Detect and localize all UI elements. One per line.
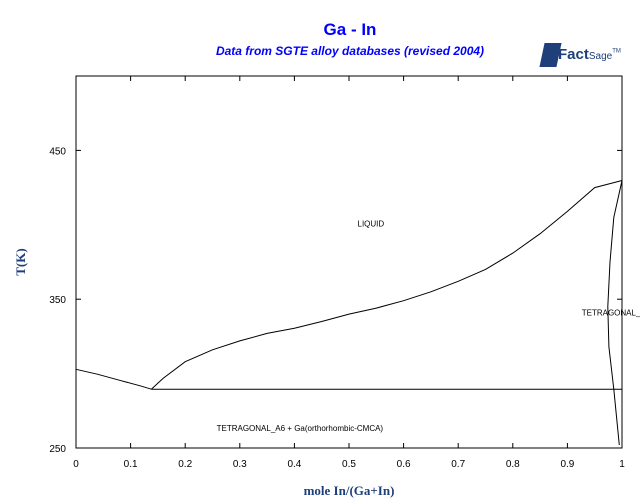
x-axis-title: mole In/(Ga+In) (304, 483, 395, 498)
phase-boundary-line-4 (607, 180, 623, 446)
y-tick-label: 350 (49, 295, 66, 306)
logo-fact-text: Fact (558, 46, 589, 63)
phase-boundary-line-2 (150, 180, 623, 390)
x-tick-label: 0.6 (397, 459, 411, 470)
chart-subtitle: Data from SGTE alloy databases (revised … (215, 44, 485, 58)
logo-sage-text: Sage (588, 51, 613, 62)
logo-tm-text: TM (612, 48, 621, 55)
x-tick-label: 1 (619, 459, 625, 470)
x-tick-label: 0 (73, 459, 79, 470)
x-tick-label: 0.4 (287, 459, 301, 470)
x-tick-label: 0.1 (124, 459, 138, 470)
phase-region-label: TETRAGONAL_ (582, 309, 640, 318)
x-tick-label: 0.5 (342, 459, 356, 470)
y-tick-label: 450 (49, 146, 66, 157)
phase-region-label: LIQUID (358, 219, 385, 228)
y-tick-label: 250 (49, 444, 66, 455)
factsage-logo-text: FactSageTM (558, 46, 621, 64)
x-tick-label: 0.2 (178, 459, 192, 470)
chart-title: Ga - In (323, 20, 377, 39)
plot-frame (75, 75, 623, 449)
x-tick-label: 0.9 (560, 459, 574, 470)
phase-region-label: TETRAGONAL_A6 + Ga(orthorhombic-CMCA) (217, 424, 384, 433)
x-tick-label: 0.7 (451, 459, 465, 470)
factsage-logo: FactSageTM (538, 40, 640, 72)
x-tick-label: 0.3 (233, 459, 247, 470)
x-tick-label: 0.8 (506, 459, 520, 470)
phase-boundary-line-1 (75, 368, 152, 390)
y-axis-title: T(K) (13, 248, 28, 275)
